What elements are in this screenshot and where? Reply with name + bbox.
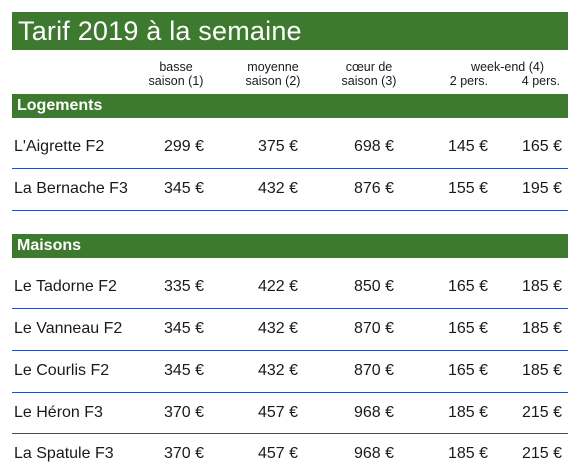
row-name: Le Courlis F2 <box>14 362 110 379</box>
price-weekend-2: 165 € <box>447 278 488 295</box>
header-coeur-line1: cœur de <box>345 60 393 74</box>
price-weekend-2: 165 € <box>447 362 488 379</box>
row-name: Le Héron F3 <box>14 404 103 421</box>
price-moyenne: 422 € <box>257 278 298 295</box>
price-weekend-4: 165 € <box>521 138 562 155</box>
row-divider <box>12 168 568 169</box>
price-basse: 345 € <box>163 362 204 379</box>
header-2-pers: 2 pers. <box>449 74 488 88</box>
row-divider <box>12 350 568 351</box>
price-basse: 299 € <box>163 138 204 155</box>
price-coeur: 698 € <box>353 138 394 155</box>
price-coeur: 968 € <box>353 445 394 462</box>
row-divider <box>12 433 568 434</box>
price-basse: 345 € <box>163 320 204 337</box>
price-basse: 335 € <box>163 278 204 295</box>
table-row: Le Tadorne F2 335 € 422 € 850 € 165 € 18… <box>0 266 580 308</box>
section-header-maisons: Maisons <box>12 234 568 258</box>
row-divider <box>12 308 568 309</box>
header-basse-line1: basse <box>159 60 193 74</box>
row-divider <box>12 392 568 393</box>
row-divider <box>12 210 568 211</box>
header-basse-line2: saison (1) <box>148 74 204 88</box>
price-moyenne: 432 € <box>257 180 298 197</box>
price-moyenne: 432 € <box>257 362 298 379</box>
price-basse: 370 € <box>163 404 204 421</box>
price-moyenne: 457 € <box>257 445 298 462</box>
table-row: L'Aigrette F2 299 € 375 € 698 € 145 € 16… <box>0 126 580 168</box>
price-basse: 370 € <box>163 445 204 462</box>
page-title: Tarif 2019 à la semaine <box>12 12 568 50</box>
header-coeur-line2: saison (3) <box>341 74 397 88</box>
table-row: Le Courlis F2 345 € 432 € 870 € 165 € 18… <box>0 350 580 392</box>
table-row: La Bernache F3 345 € 432 € 876 € 155 € 1… <box>0 168 580 210</box>
table-row: Le Vanneau F2 345 € 432 € 870 € 165 € 18… <box>0 308 580 350</box>
row-name: Le Vanneau F2 <box>14 320 123 337</box>
price-weekend-2: 185 € <box>447 445 488 462</box>
table-row: La Spatule F3 370 € 457 € 968 € 185 € 21… <box>0 433 580 475</box>
price-coeur: 876 € <box>353 180 394 197</box>
header-4-pers: 4 pers. <box>521 74 560 88</box>
price-moyenne: 432 € <box>257 320 298 337</box>
row-name: La Bernache F3 <box>14 180 128 197</box>
price-coeur: 968 € <box>353 404 394 421</box>
price-weekend-4: 185 € <box>521 278 562 295</box>
price-coeur: 850 € <box>353 278 394 295</box>
price-coeur: 870 € <box>353 362 394 379</box>
price-moyenne: 375 € <box>257 138 298 155</box>
price-weekend-2: 185 € <box>447 404 488 421</box>
header-moyenne-saison: moyenne saison (2) <box>240 60 306 88</box>
price-weekend-2: 145 € <box>447 138 488 155</box>
price-weekend-2: 165 € <box>447 320 488 337</box>
header-basse-saison: basse saison (1) <box>146 60 206 88</box>
price-weekend-4: 185 € <box>521 320 562 337</box>
row-name: La Spatule F3 <box>14 445 114 462</box>
table-row: Le Héron F3 370 € 457 € 968 € 185 € 215 … <box>0 392 580 434</box>
header-weekend: week-end (4) <box>471 60 544 74</box>
row-name: L'Aigrette F2 <box>14 138 105 155</box>
row-name: Le Tadorne F2 <box>14 278 117 295</box>
price-moyenne: 457 € <box>257 404 298 421</box>
price-weekend-4: 215 € <box>521 404 562 421</box>
price-weekend-4: 195 € <box>521 180 562 197</box>
price-weekend-4: 215 € <box>521 445 562 462</box>
price-basse: 345 € <box>163 180 204 197</box>
header-coeur-saison: cœur de saison (3) <box>336 60 402 88</box>
section-header-logements: Logements <box>12 94 568 118</box>
price-weekend-4: 185 € <box>521 362 562 379</box>
price-coeur: 870 € <box>353 320 394 337</box>
header-moyenne-line2: saison (2) <box>245 74 301 88</box>
price-weekend-2: 155 € <box>447 180 488 197</box>
header-moyenne-line1: moyenne <box>247 60 299 74</box>
